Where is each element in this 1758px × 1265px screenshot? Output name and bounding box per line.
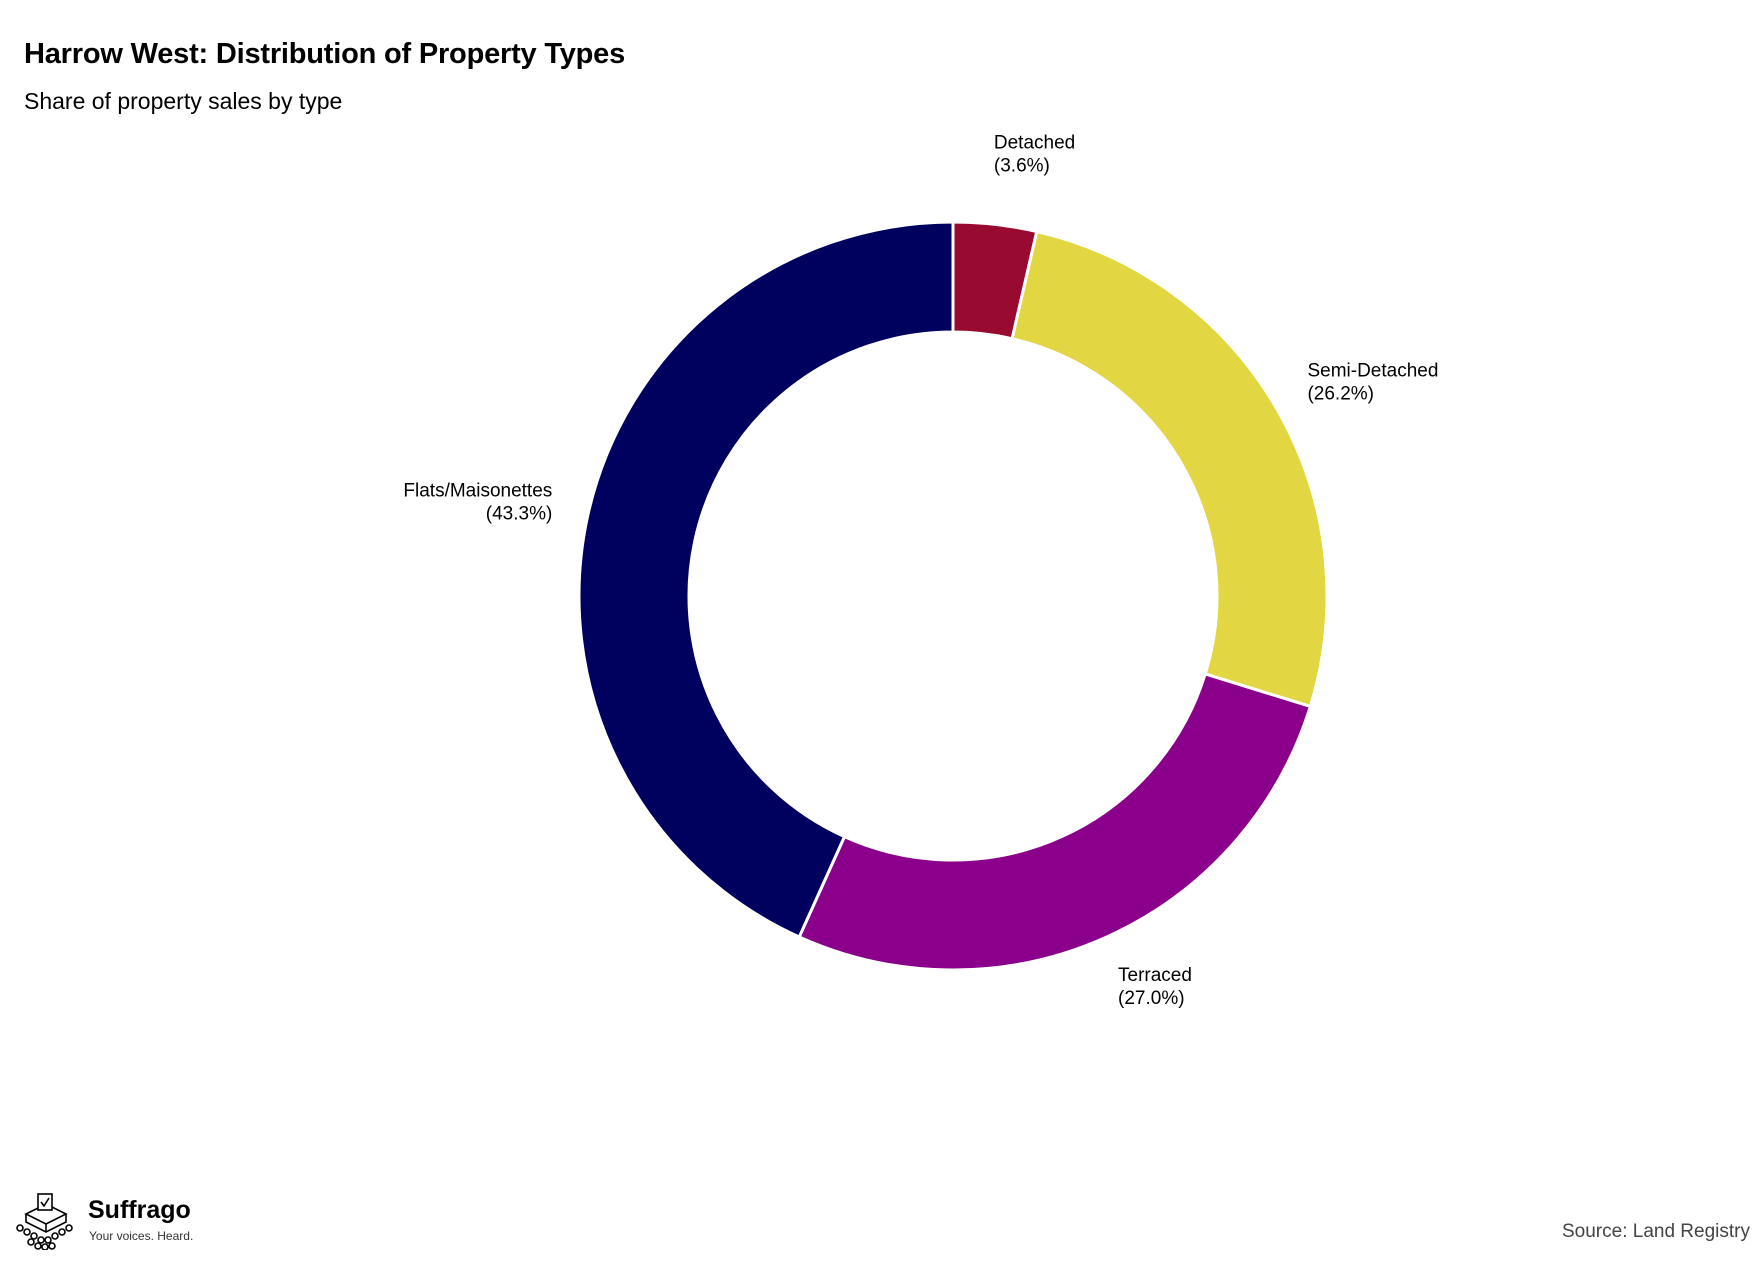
slice-label-detached: Detached(3.6%) — [994, 133, 1075, 177]
chart-subtitle: Share of property sales by type — [24, 88, 343, 114]
brand-logo: Suffrago Your voices. Heard. — [14, 1190, 214, 1250]
slice-percent-label: (43.3%) — [486, 504, 553, 525]
chart-title: Harrow West: Distribution of Property Ty… — [24, 38, 626, 70]
slice-percent-label: (26.2%) — [1307, 383, 1374, 404]
brand-name: Suffrago — [88, 1196, 191, 1224]
slice-percent-label: (27.0%) — [1118, 988, 1185, 1009]
source-note: Source: Land Registry — [1562, 1221, 1750, 1242]
slice-name-label: Semi-Detached — [1307, 360, 1438, 381]
slice-name-label: Flats/Maisonettes — [403, 481, 552, 502]
slice-flats-maisonettes — [577, 220, 955, 939]
slice-percent-label: (3.6%) — [994, 156, 1050, 177]
ballot-box-crowd-icon — [16, 1193, 73, 1250]
slice-label-semi-detached: Semi-Detached(26.2%) — [1307, 360, 1438, 404]
slice-name-label: Detached — [994, 133, 1075, 154]
brand-tagline: Your voices. Heard. — [89, 1229, 194, 1243]
slice-name-label: Terraced — [1118, 965, 1192, 986]
slice-label-flats-maisonettes: Flats/Maisonettes(43.3%) — [403, 481, 552, 525]
slice-semi-detached — [1010, 230, 1329, 708]
slice-terraced — [797, 672, 1312, 972]
slice-label-terraced: Terraced(27.0%) — [1118, 965, 1192, 1009]
